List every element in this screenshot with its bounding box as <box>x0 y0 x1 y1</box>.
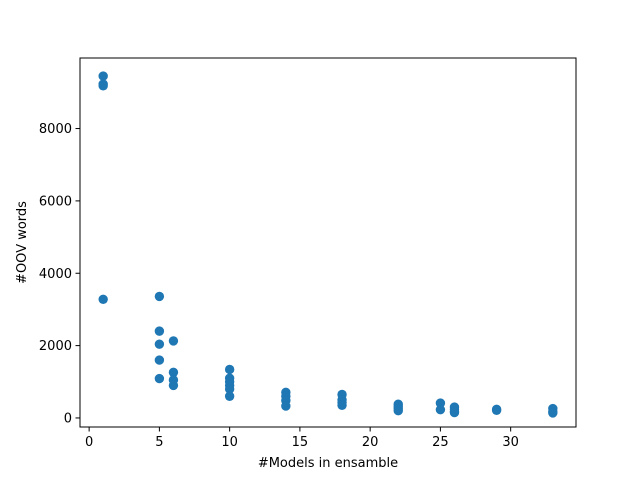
x-axis-label: #Models in ensamble <box>258 456 398 471</box>
y-tick-label: 2000 <box>39 339 72 354</box>
y-tick-label: 6000 <box>39 194 72 209</box>
data-point <box>224 384 235 394</box>
y-axis-label: #OOV words <box>15 201 30 284</box>
data-points <box>98 71 558 418</box>
data-point <box>154 326 165 336</box>
plot-frame <box>79 57 577 428</box>
data-point <box>491 405 502 416</box>
x-tick-label: 15 <box>292 435 309 450</box>
data-point <box>154 355 165 365</box>
data-point <box>168 367 179 378</box>
x-tick-label: 30 <box>502 435 519 450</box>
y-tick-label: 4000 <box>39 267 72 282</box>
data-point <box>281 401 291 411</box>
data-point <box>154 291 165 302</box>
data-point <box>168 380 179 391</box>
data-point <box>548 408 558 418</box>
data-point <box>154 373 165 384</box>
y-tick-label: 8000 <box>39 122 72 137</box>
data-point <box>224 391 235 401</box>
data-point <box>393 406 403 416</box>
y-tick-label: 0 <box>64 411 72 426</box>
data-point <box>435 398 446 408</box>
data-point <box>98 71 108 81</box>
data-point <box>168 336 179 346</box>
x-tick-label: 10 <box>221 435 238 450</box>
data-point <box>98 81 108 91</box>
data-point <box>337 400 347 410</box>
x-tick-label: 0 <box>85 435 93 450</box>
data-point <box>98 294 108 304</box>
x-tick-label: 20 <box>362 435 379 450</box>
data-point <box>435 404 446 415</box>
x-tick-label: 5 <box>155 435 163 450</box>
y-axis-ticks: 0 2000 4000 6000 8000 <box>39 122 80 426</box>
x-axis-ticks: 0 5 10 15 20 25 30 <box>85 427 519 450</box>
x-tick-label: 25 <box>432 435 449 450</box>
data-point <box>224 364 235 375</box>
data-point <box>449 407 460 418</box>
data-point <box>154 339 165 349</box>
